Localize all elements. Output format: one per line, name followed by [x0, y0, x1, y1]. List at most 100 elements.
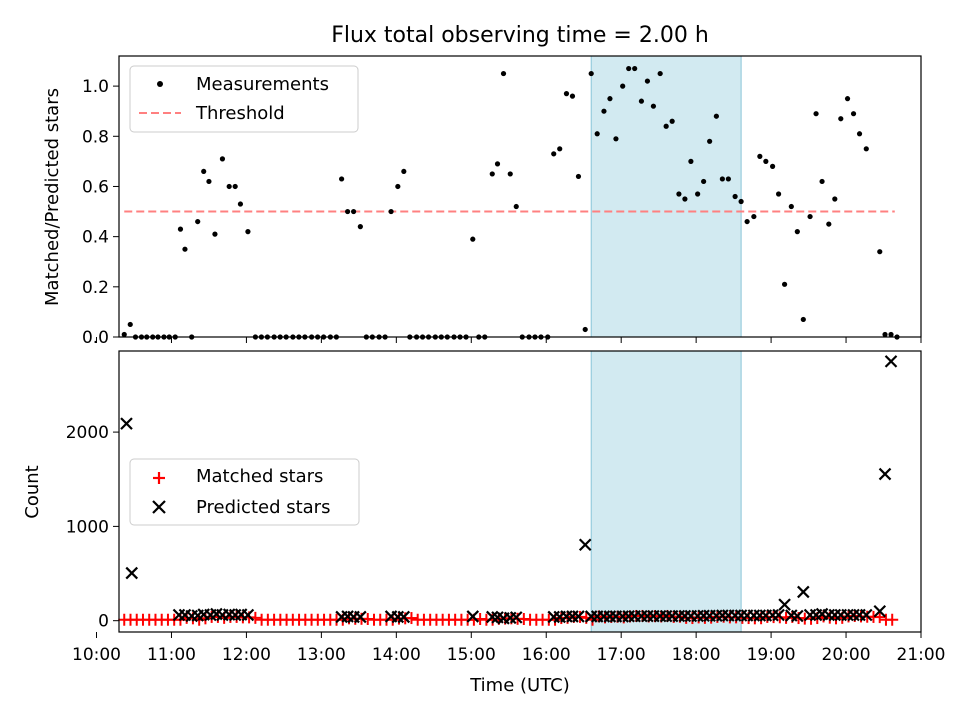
predicted-star-point	[509, 611, 523, 624]
measurement-point	[826, 221, 832, 227]
measurement-point	[832, 196, 838, 202]
measurement-point	[500, 70, 507, 77]
measurement-point	[794, 229, 800, 235]
bottom-legend-box	[129, 458, 360, 526]
top-ytick-label: 0.8	[82, 127, 109, 147]
top-ytick-label: 0.2	[82, 278, 109, 298]
bottom-ytick-label: 2000	[66, 423, 109, 443]
measurement-point	[707, 138, 713, 144]
x-axis-label: Time (UTC)	[469, 675, 570, 696]
measurement-point	[563, 91, 570, 97]
measurement-point	[838, 116, 844, 122]
top-legend-box	[129, 65, 359, 133]
measurement-point	[819, 178, 825, 185]
top-y-axis-label: Matched/Predicted stars	[42, 88, 63, 306]
measurement-point	[219, 156, 226, 162]
top-panel: 0.0 0.2 0.4 0.6 0.8 1.0 Matched/Predicted sta…	[42, 55, 922, 348]
measurement-point	[877, 249, 883, 255]
bottom-highlight-span	[590, 350, 742, 633]
predicted-star-point	[791, 609, 804, 623]
predicted-star-point	[125, 566, 139, 580]
measurement-point	[807, 213, 813, 220]
measurement-point	[882, 331, 888, 338]
predicted-star-point	[466, 610, 480, 623]
measurement-point	[856, 131, 863, 137]
measurement-point	[121, 331, 127, 338]
measurement-point	[863, 146, 869, 152]
measurement-point	[701, 178, 707, 185]
predicted-star-point	[572, 610, 585, 623]
measurement-point	[650, 103, 657, 109]
bottom-y-ticks: 0 1000 2000	[66, 423, 119, 632]
measurement-point	[557, 146, 563, 152]
predicted-star-point	[241, 608, 255, 622]
matched-star-point	[873, 611, 886, 624]
bottom-legend: Matched stars Predicted stars	[129, 458, 360, 526]
xtick-label: 16:00	[522, 645, 571, 665]
measurement-point	[357, 224, 363, 230]
predicted-star-point	[578, 538, 592, 552]
chart-title: Flux total observing time = 2.00 h	[331, 23, 709, 48]
measurement-point	[744, 218, 750, 225]
measurement-point	[757, 153, 763, 159]
measurement-point	[575, 173, 582, 180]
measurement-point	[470, 236, 476, 242]
measurement-point	[769, 163, 776, 169]
legend-predicted-marker	[152, 500, 166, 514]
xtick-label: 19:00	[747, 645, 796, 665]
xtick-label: 10:00	[72, 645, 121, 665]
xtick-label: 21:00	[897, 645, 946, 665]
measurement-point	[844, 96, 851, 102]
measurement-point	[732, 193, 738, 200]
measurement-point	[401, 168, 407, 175]
measurement-point	[507, 171, 513, 177]
measurement-point	[682, 196, 688, 202]
measurement-point	[513, 203, 519, 210]
measurement-point	[813, 111, 819, 117]
measurement-point	[888, 331, 894, 338]
top-highlight-span	[590, 55, 742, 338]
measurement-point	[569, 93, 576, 99]
measurement-point	[245, 229, 251, 235]
measurement-point	[626, 65, 632, 72]
measurement-point	[695, 191, 701, 197]
measurement-point	[725, 176, 731, 182]
predicted-star-point	[391, 610, 405, 624]
measurement-point	[177, 226, 184, 232]
xtick-label: 15:00	[447, 645, 496, 665]
measurement-point	[775, 191, 782, 197]
top-ytick-label: 1.0	[82, 77, 109, 97]
predicted-star-point	[120, 417, 133, 430]
bottom-x-ticks: 10:00 11:00 12:00 13:00 14:00 15:00 16:00 17:00…	[72, 632, 946, 665]
predicted-star-point	[778, 598, 791, 611]
measurement-point	[127, 321, 133, 328]
measurement-point	[788, 203, 794, 210]
top-ytick-label: 0.6	[82, 177, 109, 197]
predicted-star-point	[547, 610, 561, 624]
measurement-point	[669, 118, 675, 124]
xtick-label: 12:00	[222, 645, 271, 665]
measurement-point	[232, 183, 238, 190]
measurement-point	[551, 151, 557, 157]
measurement-point	[195, 218, 201, 225]
xtick-label: 13:00	[297, 645, 346, 665]
measurement-point	[688, 158, 694, 164]
measurement-point	[657, 70, 663, 77]
predicted-star-point	[860, 608, 873, 622]
predicted-star-point	[397, 610, 411, 624]
measurement-point	[644, 78, 651, 84]
measurement-point	[607, 96, 613, 102]
predicted-star-point	[354, 610, 367, 624]
measurement-point	[388, 208, 394, 215]
measurement-point	[781, 281, 788, 287]
top-y-ticks: 0.0 0.2 0.4 0.6 0.8 1.0	[82, 77, 119, 348]
matched-star-point	[886, 613, 899, 626]
legend-matched-marker	[153, 472, 165, 484]
bottom-ytick-label: 1000	[66, 517, 109, 537]
predicted-star-point	[485, 610, 499, 624]
measurement-point	[201, 168, 207, 175]
legend-predicted-label: Predicted stars	[196, 497, 330, 518]
measurement-point	[212, 231, 218, 237]
measurement-point	[719, 176, 725, 182]
